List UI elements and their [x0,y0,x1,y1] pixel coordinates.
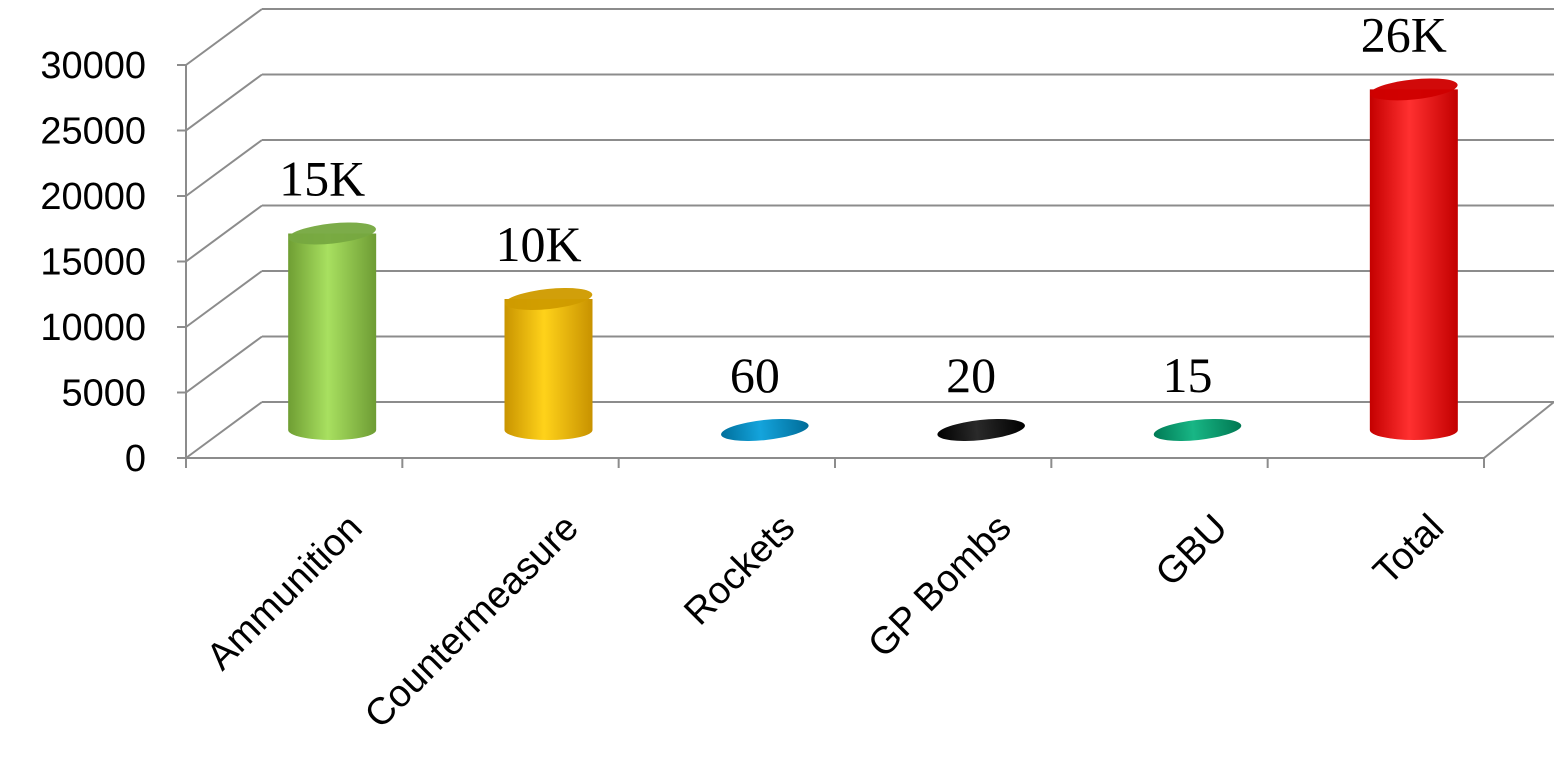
bar [288,222,377,440]
data-label: 10K [495,216,581,272]
data-label: 15K [279,151,365,207]
x-tick-label: Countermeasure [357,507,587,737]
x-tick-label: Rockets [676,507,803,634]
bar [1153,419,1242,441]
data-label: 20 [946,347,996,403]
x-tick-label: Ammunition [199,507,371,679]
gridline [185,8,1554,66]
gridline [185,401,1554,459]
x-tick-label: Total [1366,507,1452,593]
x-tick-label: GBU [1148,507,1236,595]
gridline [185,139,1554,197]
gridline [185,204,1554,263]
y-tick-label: 5000 [61,373,146,415]
y-tick-label: 30000 [40,45,146,87]
gridline [185,73,1554,132]
y-tick-label: 25000 [40,111,146,153]
data-label: 26K [1361,6,1447,62]
data-label: 60 [730,347,780,403]
y-tick-label: 15000 [40,242,146,284]
bar [1369,78,1458,440]
gridline [185,335,1554,394]
floor-edge [1483,401,1554,459]
x-tick-label: GP Bombs [860,507,1019,666]
bar [937,419,1025,441]
data-label: 15 [1163,347,1213,403]
y-tick-label: 0 [125,438,146,480]
bar [721,419,809,441]
gridline [185,270,1554,328]
y-tick-label: 20000 [40,176,146,218]
bar [504,288,593,440]
y-tick-label: 10000 [40,307,146,349]
